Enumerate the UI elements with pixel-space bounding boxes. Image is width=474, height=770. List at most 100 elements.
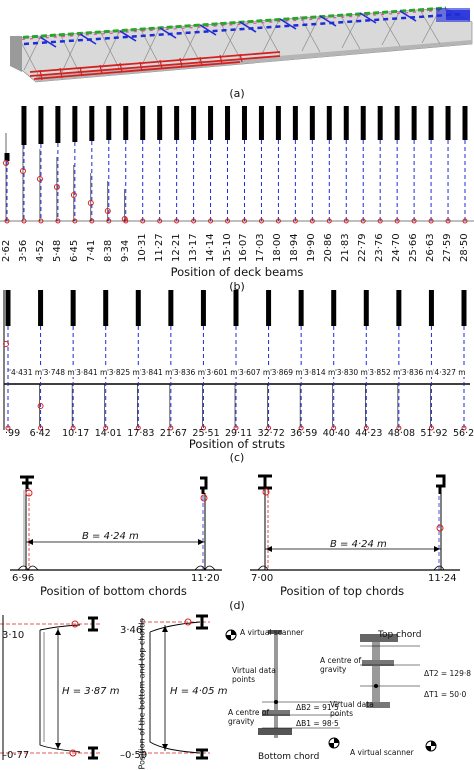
right-height-plot [141, 614, 210, 760]
deck-beam-plot [0, 106, 474, 224]
deck-beam-tick: 14·14 [204, 233, 216, 262]
deck-beam-tick: 8·38 [102, 239, 114, 262]
bottom-chord-plot [10, 475, 222, 571]
deck-beam-tick: 27·59 [442, 233, 454, 262]
deck-beam-bar [411, 106, 417, 140]
strut-marker [200, 425, 206, 431]
chord-cross-sections [225, 629, 437, 752]
deck-beam-marker [19, 168, 26, 174]
bottom-b-label: B = 4·24 m [82, 531, 139, 542]
strut-bar [168, 290, 174, 326]
strut-spacing-label: 3·841 m [76, 368, 108, 377]
strut-spacing-label: 4·327 m [434, 368, 466, 377]
top-centre-label: A centre of gravity [320, 656, 362, 674]
bottom-delta-b1: ΔB1 = 98·5 [296, 719, 339, 728]
top-chord-title-e: Top chord [378, 630, 422, 640]
strut-tick: 51·92 [420, 428, 448, 439]
strut-marker [135, 425, 141, 431]
strut-bar [70, 290, 76, 326]
deck-beam-tick: 21·83 [340, 233, 352, 262]
deck-beam-bar [445, 106, 451, 140]
top-delta-t1: ΔT1 = 50·0 [424, 690, 467, 699]
scanner-top-label: A virtual scanner [240, 628, 304, 637]
bottom-right-tick: 11·20 [191, 573, 220, 584]
deck-beam-bar [428, 106, 434, 140]
deck-beam-marker [87, 200, 94, 206]
bottom-left-tick: 6·96 [12, 573, 35, 584]
panel-d-label: (d) [229, 599, 245, 612]
bottom-centre-label: A centre of gravity [228, 708, 270, 726]
deck-beam-tick: 13·17 [187, 233, 199, 262]
deck-beam-bar [140, 106, 146, 140]
top-chord-title: Position of top chords [280, 584, 405, 598]
strut-bar [363, 290, 369, 326]
strut-tick: 44·23 [355, 428, 383, 439]
deck-beam-base-marker [428, 218, 434, 224]
deck-beam-bar [174, 106, 180, 140]
panel-c-label: (c) [229, 451, 245, 464]
deck-beam-base-marker [89, 218, 95, 224]
deck-beam-bar [462, 106, 468, 140]
deck-beam-bar [360, 106, 366, 140]
strut-bar [266, 290, 272, 326]
deck-beam-base-marker [72, 218, 78, 224]
strut-bar [233, 290, 239, 326]
deck-beam-tick: 26·63 [425, 233, 437, 262]
deck-beam-bar [55, 106, 61, 143]
deck-beam-base-marker [225, 218, 231, 224]
deck-beam-base-marker [377, 218, 383, 224]
strut-marker [5, 425, 11, 431]
deck-beam-tick: 10·31 [136, 233, 148, 262]
deck-beam-bar [394, 106, 400, 140]
strut-bar [200, 290, 206, 326]
deck-beam-base-marker [191, 218, 197, 224]
deck-beam-base-marker [140, 218, 146, 224]
deck-beam-tick: 11·27 [153, 233, 165, 262]
strut-tick: 29·11 [225, 428, 253, 439]
strut-spacing-label: 3·836 m [173, 368, 206, 377]
height-plots [0, 614, 437, 760]
deck-beam-marker [104, 208, 111, 214]
deck-beam-bar [326, 106, 332, 140]
deck-beam-bar [157, 106, 163, 140]
strut-tick: 36·59 [290, 428, 318, 439]
strut-bar [428, 290, 434, 326]
deck-beam-tick: 22·79 [357, 233, 369, 262]
strut-marker-2 [37, 403, 44, 409]
deck-beam-bar [72, 106, 78, 142]
deck-beam-bar [377, 106, 383, 140]
deck-beam-tick: 24·70 [391, 233, 403, 262]
strut-bar [461, 290, 467, 326]
chord-axis-label: Position of the bottom and top chords [137, 618, 147, 770]
strut-spacing-label: 3·836 m [401, 368, 434, 377]
deck-beam-base-marker [360, 218, 366, 224]
strut-spacing-label: 3·869 m [271, 368, 303, 377]
top-chord-plot [250, 474, 460, 571]
strut-left-marker [3, 341, 9, 347]
deck-beam-base-marker [157, 218, 163, 224]
deck-beam-bar [241, 106, 247, 140]
deck-beam-tick: 2·62 [1, 239, 12, 262]
deck-beam-tick: 18·00 [272, 233, 284, 262]
strut-tick: 21·67 [159, 428, 188, 439]
strut-bar [331, 290, 337, 326]
top-b-label: B = 4·24 m [330, 539, 387, 550]
struts-axis-title: Position of struts [188, 437, 286, 451]
bottom-chord-title-e: Bottom chord [258, 752, 320, 762]
strut-spacing-label: 3·814 m [304, 368, 336, 377]
bottom-chord-title: Position of bottom chords [40, 584, 187, 598]
strut-marker [233, 425, 239, 431]
strut-tick: ·99 [5, 428, 21, 439]
strut-spacing-label: 3·601 m [206, 368, 238, 377]
bottom-virtual-points-label: Virtual data points [232, 666, 276, 684]
top-virtual-points-label: Virtual data points [330, 700, 374, 718]
strut-bar [5, 290, 11, 326]
strut-spacing-label: 3·748 m [43, 368, 75, 377]
strut-tick: 6·42 [29, 428, 51, 439]
deck-beam-tick: 6·45 [68, 239, 80, 262]
deck-beam-base-marker [445, 218, 451, 224]
strut-tick: 32·72 [257, 428, 285, 439]
strut-spacing-label: 4·431 m [11, 368, 43, 377]
chord-position-plots [10, 474, 460, 571]
strut-tick: 17·83 [127, 428, 155, 439]
